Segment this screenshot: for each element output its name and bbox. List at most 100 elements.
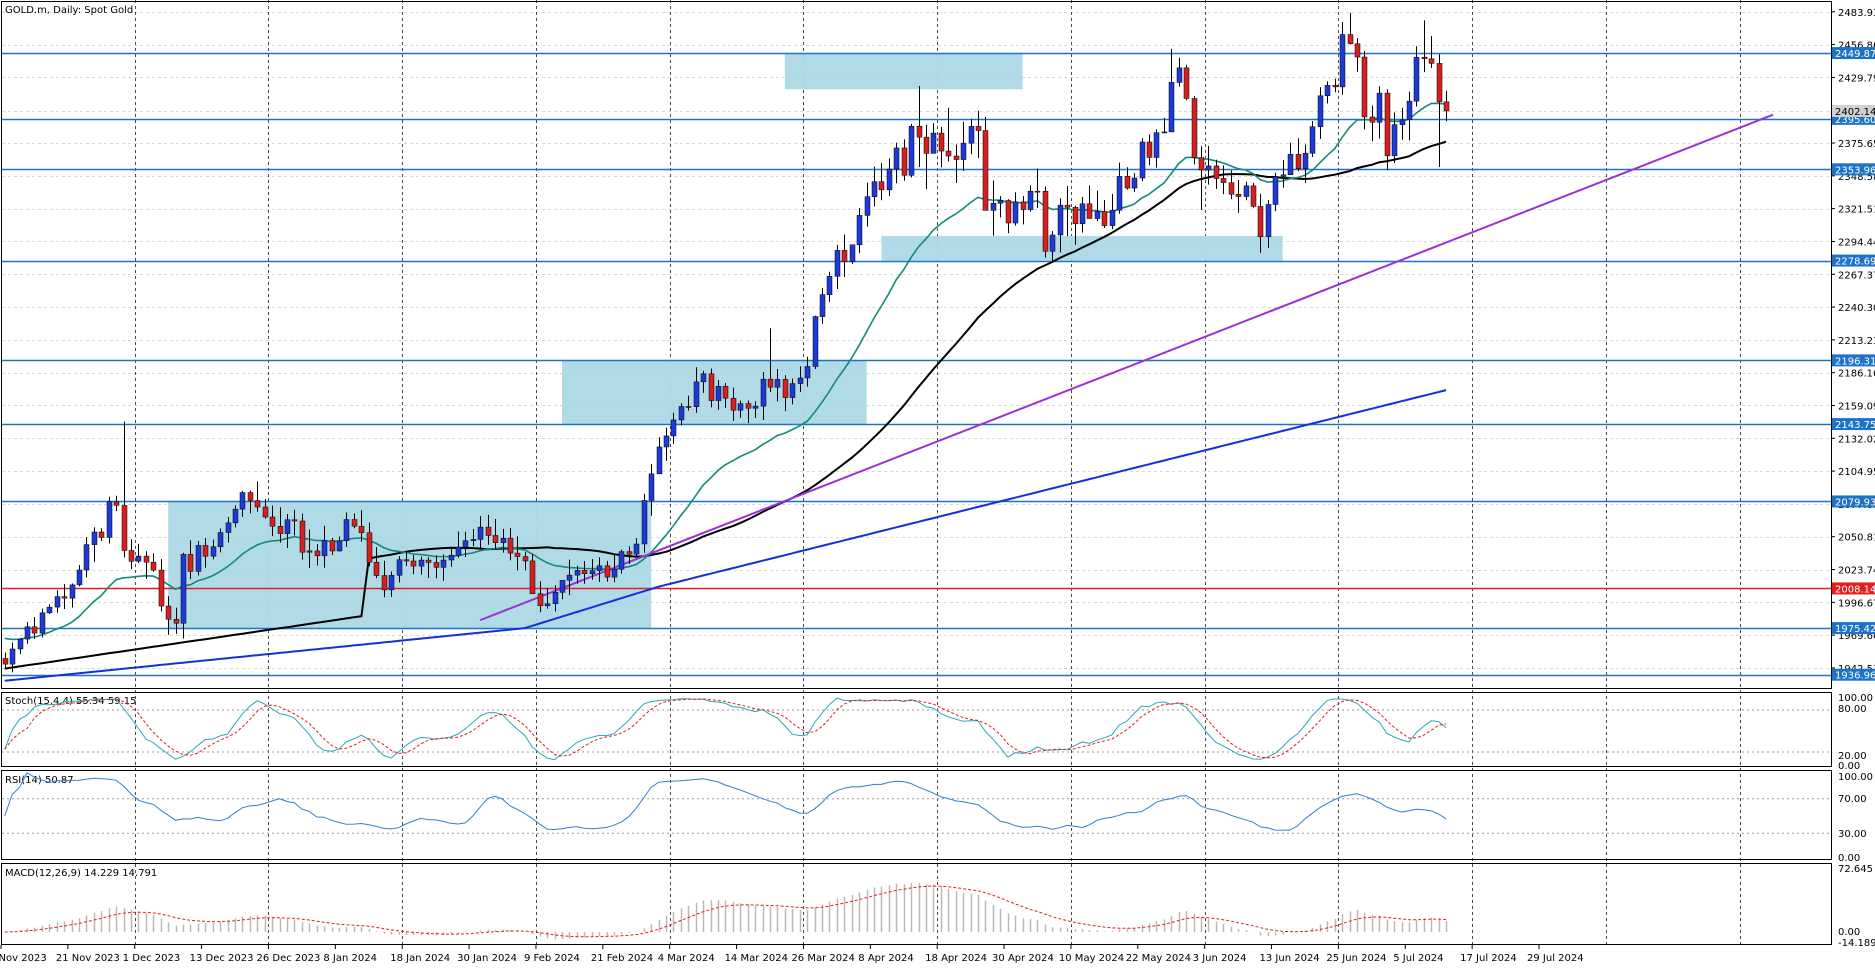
candle-body <box>1169 82 1174 132</box>
date-label: 21 Nov 2023 <box>56 953 120 964</box>
candle-body <box>315 551 320 556</box>
candle-body <box>813 317 818 367</box>
candle-body <box>627 552 632 555</box>
candle-body <box>1154 133 1159 158</box>
candle-body <box>865 197 870 216</box>
candle-body <box>1340 35 1345 87</box>
candle-body <box>1199 158 1204 170</box>
candle-body <box>1162 132 1167 133</box>
candle-body <box>62 597 67 599</box>
price-tick-label: 2213.23 <box>1838 336 1875 347</box>
candle-body <box>894 148 899 169</box>
candle-body <box>352 520 357 527</box>
price-box-text: 2449.87 <box>1835 49 1875 60</box>
candle-body <box>1021 202 1026 210</box>
date-label: 1 Dec 2023 <box>123 953 181 964</box>
candle-body <box>582 570 587 573</box>
candle-body <box>1444 102 1449 111</box>
candle-body <box>805 366 810 377</box>
date-label: 14 Mar 2024 <box>725 953 788 964</box>
candle-body <box>1318 96 1323 127</box>
candle-body <box>40 613 45 633</box>
candle-body <box>434 562 439 567</box>
candle-body <box>1251 186 1256 207</box>
candle-body <box>1117 176 1122 210</box>
candle-body <box>879 182 884 190</box>
candle-body <box>538 594 543 606</box>
candle-body <box>107 502 112 538</box>
candle-body <box>1266 204 1271 236</box>
candle-body <box>337 541 342 551</box>
candle-body <box>129 550 134 561</box>
candle-body <box>1095 211 1100 218</box>
candle-body <box>18 639 23 649</box>
candle-body <box>1221 178 1226 182</box>
candle-body <box>486 527 491 535</box>
candle-body <box>634 544 639 554</box>
symbol-label: GOLD.m, Daily: Spot Gold <box>5 5 133 16</box>
date-label: 22 May 2024 <box>1126 953 1191 964</box>
candle-body <box>998 201 1003 204</box>
candle-body <box>1288 154 1293 174</box>
candle-body <box>642 500 647 544</box>
candle-body <box>523 557 528 561</box>
candle-body <box>292 520 297 521</box>
candle-body <box>597 566 602 571</box>
candle-body <box>322 541 327 556</box>
candle-body <box>144 556 149 562</box>
candle-body <box>983 131 988 211</box>
date-label: 26 Dec 2023 <box>256 953 320 964</box>
candle-body <box>1377 93 1382 122</box>
candle-body <box>515 553 520 557</box>
candle-body <box>1333 85 1338 87</box>
candle-body <box>1065 205 1070 207</box>
macd-level-max: 72.645 <box>1838 864 1873 875</box>
price-box-text: 2008.14 <box>1835 584 1875 595</box>
candle-body <box>842 250 847 261</box>
candle-body <box>1043 191 1048 251</box>
candle-body <box>1273 177 1278 205</box>
candle-body <box>196 545 201 571</box>
candle-body <box>382 576 387 590</box>
candle-body <box>203 545 208 556</box>
candle-body <box>1407 101 1412 120</box>
candle-body <box>255 501 260 507</box>
price-tick-label: 2050.81 <box>1838 533 1875 544</box>
price-box-text: 2278.69 <box>1835 257 1875 268</box>
candle-body <box>835 250 840 276</box>
candle-body <box>1147 142 1152 157</box>
candle-body <box>530 561 535 594</box>
candle-body <box>679 406 684 419</box>
candle-body <box>122 505 127 550</box>
candle-body <box>25 627 30 639</box>
candle-body <box>397 560 402 576</box>
candle-body <box>1370 117 1375 122</box>
candle-body <box>1437 63 1442 101</box>
candle-body <box>1177 68 1182 83</box>
candle-body <box>969 126 974 143</box>
date-label: 9 Feb 2024 <box>524 953 580 964</box>
candle-body <box>553 592 558 603</box>
date-label: 26 Mar 2024 <box>791 953 854 964</box>
candle-body <box>545 604 550 606</box>
candle-body <box>605 566 610 577</box>
candle-body <box>1013 202 1018 223</box>
candle-body <box>939 133 944 151</box>
candle-body <box>419 560 424 566</box>
candle-body <box>619 552 624 570</box>
candle-body <box>159 570 164 606</box>
candle-body <box>820 295 825 317</box>
date-label: 8 Apr 2024 <box>858 953 913 964</box>
candle-body <box>716 386 721 400</box>
candle-body <box>456 547 461 555</box>
candle-body <box>359 526 364 533</box>
candle-body <box>1050 235 1055 251</box>
price-tick-label: 2023.74 <box>1838 566 1875 577</box>
candle-body <box>3 658 8 664</box>
candle-body <box>344 520 349 541</box>
candle-body <box>931 133 936 153</box>
candle-body <box>1006 201 1011 224</box>
zone-3 <box>785 53 1023 89</box>
